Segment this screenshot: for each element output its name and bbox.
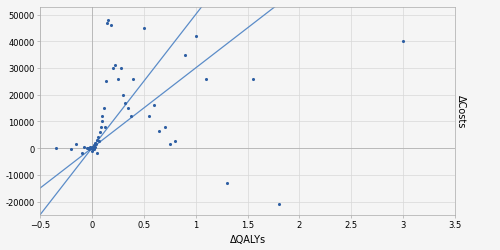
Point — [89, 146, 97, 150]
Point — [160, 125, 168, 129]
Point — [102, 125, 110, 129]
Point — [98, 114, 106, 118]
Point — [140, 27, 148, 31]
Point — [80, 145, 88, 149]
Point — [97, 125, 105, 129]
Point — [130, 77, 138, 81]
Point — [181, 54, 189, 58]
Point — [110, 64, 118, 68]
Point — [399, 40, 407, 44]
Point — [121, 101, 129, 105]
Point — [86, 146, 94, 150]
Point — [82, 146, 90, 150]
Point — [104, 22, 112, 26]
Point — [108, 67, 116, 71]
Point — [150, 104, 158, 108]
X-axis label: ΔQALYs: ΔQALYs — [230, 234, 266, 243]
Point — [72, 142, 80, 146]
Point — [145, 114, 153, 118]
Point — [78, 152, 86, 156]
Point — [128, 114, 136, 118]
Point — [93, 138, 101, 142]
Point — [248, 77, 256, 81]
Point — [88, 146, 96, 150]
Point — [156, 129, 164, 133]
Y-axis label: ΔCosts: ΔCosts — [456, 95, 466, 128]
Point — [202, 77, 210, 81]
Point — [100, 106, 108, 110]
Point — [104, 19, 112, 23]
Point — [274, 202, 282, 206]
Point — [52, 146, 60, 150]
Point — [223, 181, 231, 185]
Point — [88, 145, 96, 149]
Point — [90, 144, 98, 148]
Point — [92, 142, 100, 146]
Point — [85, 148, 93, 152]
Point — [102, 80, 110, 84]
Point — [171, 140, 179, 144]
Point — [119, 93, 127, 97]
Point — [90, 148, 98, 152]
Point — [93, 152, 101, 156]
Point — [106, 24, 114, 28]
Point — [89, 147, 97, 151]
Point — [91, 145, 99, 149]
Point — [124, 106, 132, 110]
Point — [84, 146, 92, 150]
Point — [114, 77, 122, 81]
Point — [96, 130, 104, 134]
Point — [98, 120, 106, 124]
Point — [88, 149, 96, 153]
Point — [94, 136, 102, 140]
Point — [117, 67, 125, 71]
Point — [67, 148, 75, 152]
Point — [91, 141, 99, 145]
Point — [166, 142, 173, 146]
Point — [87, 146, 95, 150]
Point — [192, 35, 200, 39]
Point — [95, 140, 103, 144]
